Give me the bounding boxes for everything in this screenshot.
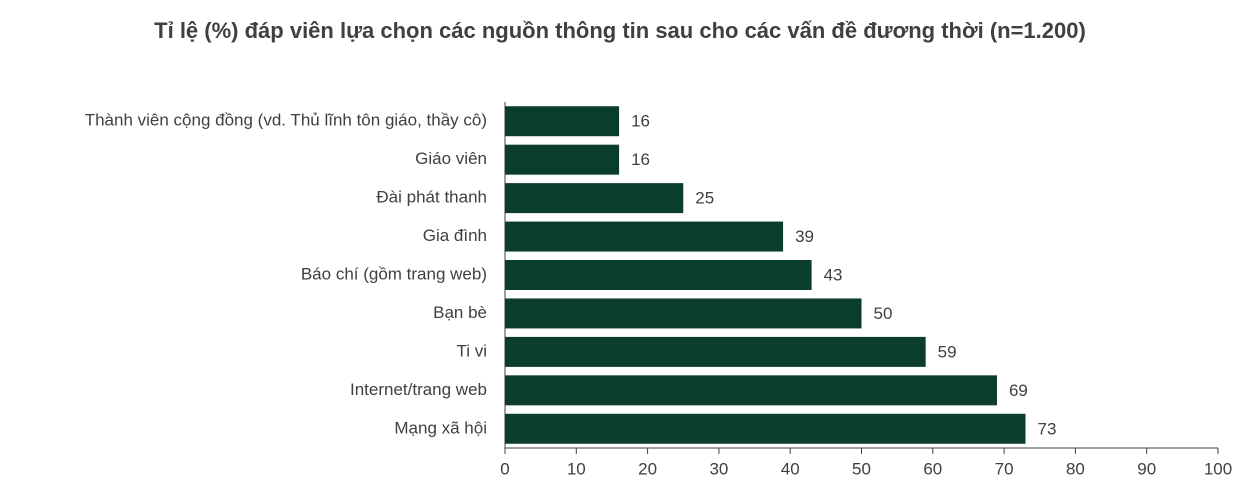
bar	[505, 183, 684, 214]
y-tick-label: Thành viên cộng đồng (vd. Thủ lĩnh tôn g…	[85, 111, 487, 130]
y-tick-label: Báo chí (gồm trang web)	[301, 264, 487, 283]
bar	[505, 375, 997, 406]
y-tick-label: Mạng xã hội	[394, 418, 487, 437]
bar	[505, 413, 1026, 444]
x-tick-label: 60	[923, 459, 942, 478]
x-tick-label: 90	[1137, 459, 1156, 478]
y-tick-label: Gia đình	[423, 226, 487, 245]
data-label: 59	[938, 342, 957, 361]
bar	[505, 106, 620, 137]
data-label: 73	[1037, 419, 1056, 438]
y-tick-label: Bạn bè	[433, 303, 487, 322]
data-label: 50	[874, 304, 893, 323]
bar	[505, 221, 784, 252]
x-tick-label: 70	[995, 459, 1014, 478]
data-label: 69	[1009, 381, 1028, 400]
x-tick-label: 100	[1204, 459, 1232, 478]
data-label: 25	[695, 189, 714, 208]
y-tick-label: Ti vi	[456, 341, 487, 360]
y-tick-label: Đài phát thanh	[376, 188, 487, 207]
chart-title: Tỉ lệ (%) đáp viên lựa chọn các nguồn th…	[154, 18, 1086, 43]
x-tick-label: 0	[500, 459, 509, 478]
data-label: 39	[795, 227, 814, 246]
bar	[505, 298, 862, 329]
data-label: 16	[631, 150, 650, 169]
y-tick-label: Giáo viên	[415, 149, 487, 168]
x-tick-label: 20	[638, 459, 657, 478]
x-tick-label: 40	[781, 459, 800, 478]
data-label: 16	[631, 112, 650, 131]
x-tick-label: 80	[1066, 459, 1085, 478]
x-tick-label: 50	[852, 459, 871, 478]
bar	[505, 260, 812, 290]
x-tick-label: 30	[709, 459, 728, 478]
x-tick-label: 10	[567, 459, 586, 478]
y-tick-label: Internet/trang web	[350, 380, 487, 399]
data-label: 43	[824, 265, 843, 284]
bar	[505, 336, 926, 367]
bar	[505, 144, 620, 175]
